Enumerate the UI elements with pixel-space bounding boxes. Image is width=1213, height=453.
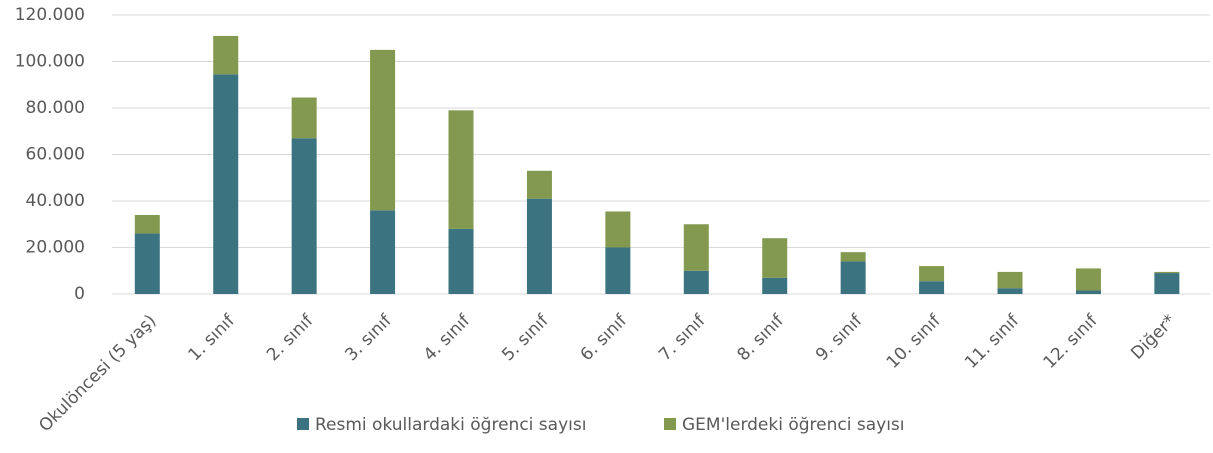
- bar-segment: [526, 198, 552, 294]
- x-tick-label: 4. sınıf: [420, 310, 475, 365]
- x-tick-label: 2. sınıf: [263, 310, 318, 365]
- bar-segment: [605, 211, 631, 248]
- bar-segment: [683, 270, 709, 294]
- bar-segment: [1075, 290, 1101, 294]
- x-tick-label: 6. sınıf: [577, 310, 632, 365]
- y-tick-label: 120.000: [15, 5, 85, 25]
- bar-segment: [370, 49, 396, 211]
- x-tick-label: 3. sınıf: [341, 310, 396, 365]
- y-tick-label: 20.000: [26, 238, 85, 258]
- bar-segment: [997, 288, 1023, 294]
- bar-segment: [605, 247, 631, 294]
- bar-segment: [762, 238, 788, 278]
- legend-label: Resmi okullardaki öğrenci sayısı: [315, 415, 586, 435]
- bar-segment: [919, 266, 945, 282]
- x-tick-label: 5. sınıf: [498, 310, 553, 365]
- bar-segment: [919, 281, 945, 294]
- x-tick-label: 12. sınıf: [1040, 310, 1103, 373]
- bar-segment: [997, 271, 1023, 289]
- x-tick-label: Diğer*: [1127, 311, 1180, 364]
- y-tick-label: 100.000: [15, 52, 85, 72]
- bar-segment: [291, 97, 317, 139]
- x-tick-label: 9. sınıf: [812, 310, 867, 365]
- bar-segment: [1075, 268, 1101, 291]
- y-tick-label: 60.000: [26, 145, 85, 165]
- x-tick-label: 8. sınıf: [734, 310, 789, 365]
- y-tick-label: 80.000: [26, 98, 85, 118]
- bar-segment: [683, 224, 709, 271]
- bar-segment: [448, 110, 474, 229]
- bar-segment: [840, 252, 866, 262]
- bar-segment: [1154, 273, 1180, 294]
- legend-swatch: [664, 418, 676, 430]
- y-tick-label: 0: [74, 284, 85, 304]
- bar-segment: [370, 210, 396, 294]
- bar-segment: [291, 138, 317, 294]
- bar-segment: [840, 261, 866, 294]
- bar-segment: [1154, 271, 1180, 274]
- bar-segment: [448, 228, 474, 294]
- x-tick-label: Okulöncesi (5 yaş): [35, 311, 160, 436]
- bar-segment: [526, 170, 552, 199]
- legend-swatch: [297, 418, 309, 430]
- x-tick-label: 10. sınıf: [883, 310, 946, 373]
- x-tick-label: 11. sınıf: [961, 310, 1024, 373]
- y-tick-label: 40.000: [26, 191, 85, 211]
- bar-segment: [134, 214, 160, 234]
- bar-segment: [762, 277, 788, 294]
- x-tick-label: 7. sınıf: [655, 310, 710, 365]
- bar-segment: [213, 35, 239, 75]
- x-tick-label: 1. sınıf: [185, 310, 240, 365]
- bar-segment: [213, 74, 239, 294]
- legend-label: GEM'lerdeki öğrenci sayısı: [682, 415, 905, 435]
- bar-segment: [134, 233, 160, 294]
